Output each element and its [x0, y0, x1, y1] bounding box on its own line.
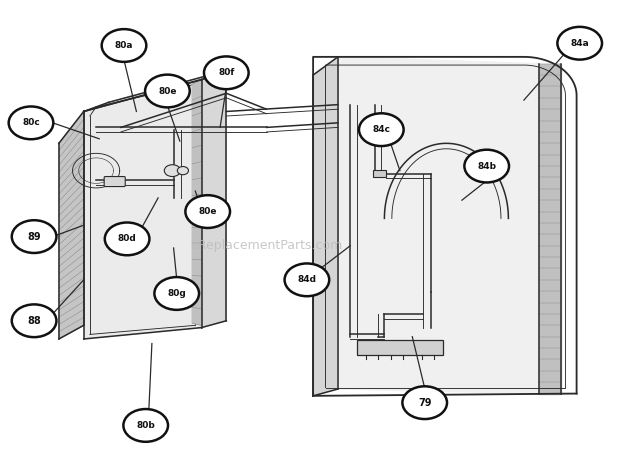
Text: 80b: 80b	[136, 421, 155, 430]
Text: 80c: 80c	[22, 118, 40, 127]
Circle shape	[102, 29, 146, 62]
Circle shape	[9, 106, 53, 139]
Circle shape	[123, 409, 168, 442]
Circle shape	[204, 56, 249, 89]
Polygon shape	[338, 57, 539, 394]
Circle shape	[145, 75, 190, 107]
FancyBboxPatch shape	[104, 177, 125, 187]
Polygon shape	[84, 71, 226, 111]
FancyBboxPatch shape	[356, 340, 443, 355]
Text: 84c: 84c	[372, 125, 391, 134]
Polygon shape	[59, 111, 84, 339]
Text: 79: 79	[418, 398, 432, 408]
Circle shape	[557, 27, 602, 60]
Polygon shape	[313, 57, 338, 396]
Text: 80f: 80f	[218, 68, 234, 77]
Polygon shape	[202, 71, 226, 328]
Circle shape	[185, 195, 230, 228]
Bar	[373, 170, 386, 177]
Text: 80g: 80g	[167, 289, 186, 298]
Circle shape	[164, 165, 180, 177]
Text: 84b: 84b	[477, 162, 496, 171]
Circle shape	[177, 167, 188, 175]
Text: 80e: 80e	[198, 207, 217, 216]
Circle shape	[464, 150, 509, 182]
Circle shape	[12, 220, 56, 253]
Text: 80e: 80e	[158, 86, 177, 96]
Text: 88: 88	[27, 316, 41, 326]
Polygon shape	[192, 80, 202, 325]
Text: 80a: 80a	[115, 41, 133, 50]
Circle shape	[154, 277, 199, 310]
Polygon shape	[84, 80, 202, 339]
Circle shape	[285, 263, 329, 296]
Text: 84d: 84d	[298, 275, 316, 284]
Circle shape	[402, 386, 447, 419]
Circle shape	[105, 222, 149, 255]
Text: 84a: 84a	[570, 39, 589, 48]
Text: 80d: 80d	[118, 234, 136, 243]
Circle shape	[359, 113, 404, 146]
Circle shape	[12, 304, 56, 337]
Polygon shape	[539, 64, 561, 394]
Text: eReplacementParts.com: eReplacementParts.com	[190, 239, 343, 252]
Text: 89: 89	[27, 232, 41, 242]
